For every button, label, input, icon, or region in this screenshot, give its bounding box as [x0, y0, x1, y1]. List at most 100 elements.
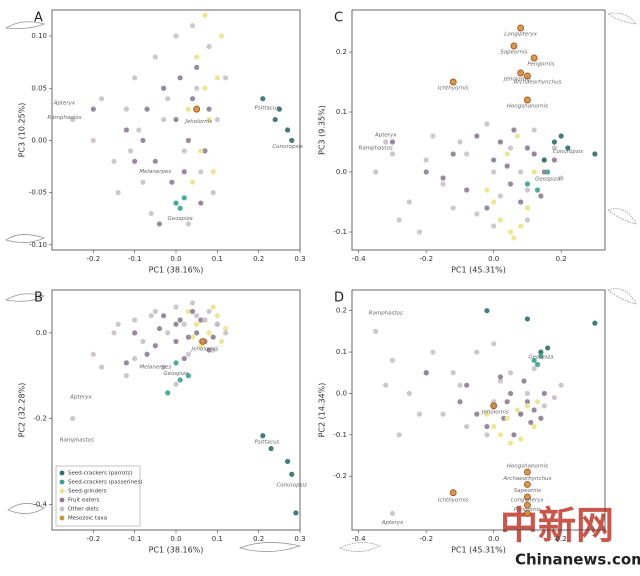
data-point — [507, 145, 514, 151]
data-point — [285, 127, 291, 133]
point-label: Jeholornis — [190, 347, 218, 353]
data-point — [223, 75, 229, 81]
point-label: Melanerpes — [139, 365, 171, 371]
data-point — [152, 158, 158, 164]
data-point — [193, 105, 201, 113]
data-point — [534, 361, 541, 368]
data-point — [504, 415, 510, 421]
data-point — [545, 169, 551, 175]
data-point — [189, 23, 196, 29]
data-point — [132, 317, 138, 323]
data-point — [565, 145, 571, 151]
x-tick-label: 0.2 — [556, 535, 567, 543]
watermark-site: Chinanews.com — [515, 551, 640, 569]
data-point — [173, 360, 179, 366]
data-point — [132, 330, 138, 336]
data-point — [148, 210, 154, 217]
data-point — [202, 85, 208, 91]
data-point — [140, 137, 146, 144]
x-tick-label: 0.2 — [556, 255, 567, 263]
y-tick-label: 0.1 — [336, 108, 347, 116]
data-point — [423, 157, 429, 163]
legend-swatch — [59, 506, 65, 512]
data-point — [450, 151, 456, 157]
data-point — [173, 321, 179, 327]
data-point — [189, 96, 196, 102]
x-axis-label: PC1 (38.16%) — [149, 546, 204, 555]
point-label: Ramphastos — [369, 310, 403, 316]
data-point — [523, 72, 531, 80]
legend-swatch — [59, 488, 65, 494]
data-point — [484, 121, 490, 127]
data-point — [474, 211, 480, 217]
x-tick-label: 0.2 — [253, 535, 264, 543]
panel-letter: C — [334, 11, 343, 26]
data-point — [194, 54, 200, 60]
x-tick-label: -0.2 — [419, 535, 433, 543]
data-point — [136, 127, 142, 133]
data-point — [430, 349, 436, 355]
data-point — [90, 106, 96, 112]
data-point — [218, 33, 225, 39]
data-point — [531, 127, 537, 133]
data-point — [504, 163, 510, 169]
data-point — [206, 43, 212, 50]
data-point — [517, 69, 525, 77]
data-point — [144, 106, 150, 112]
data-point — [474, 411, 480, 417]
point-label: Conuropsis — [272, 144, 303, 150]
x-tick-label: 0.3 — [294, 535, 305, 543]
data-point — [198, 317, 204, 323]
point-label: Conuropsis — [553, 149, 584, 155]
data-point — [449, 78, 457, 86]
data-point — [189, 179, 196, 185]
data-point — [497, 374, 504, 380]
y-tick-label: -0.2 — [33, 415, 47, 423]
data-point — [523, 468, 531, 476]
data-point — [457, 139, 463, 145]
data-point — [523, 96, 531, 104]
data-point — [416, 411, 423, 417]
data-point — [373, 328, 379, 334]
data-point — [538, 415, 544, 421]
point-label: Psittacus — [255, 106, 280, 112]
data-point — [111, 330, 117, 336]
x-tick-label: 0.0 — [170, 535, 181, 543]
point-label: Pengornis — [527, 62, 554, 68]
plot-frame — [51, 9, 301, 251]
data-point — [185, 308, 191, 315]
data-point — [194, 330, 200, 336]
data-point — [538, 349, 544, 355]
data-point — [99, 96, 105, 102]
x-tick-label: -0.4 — [352, 255, 366, 263]
watermark-logo: 中新网 — [500, 504, 614, 548]
point-label: Ramphastos — [60, 438, 94, 444]
data-point — [173, 33, 179, 39]
data-point — [491, 423, 497, 430]
y-tick-label: 0.05 — [31, 84, 47, 92]
y-tick-label: -0.4 — [33, 500, 47, 508]
data-point — [156, 221, 163, 227]
data-point — [177, 317, 183, 323]
data-point — [115, 190, 121, 196]
data-point — [497, 378, 504, 384]
data-point — [538, 193, 544, 199]
point-label: Ramphastos — [47, 115, 81, 121]
y-tick-label: 0.0 — [36, 329, 47, 337]
data-point — [210, 304, 216, 310]
data-point — [541, 157, 547, 163]
data-point — [198, 169, 204, 175]
data-point — [440, 181, 446, 187]
data-point — [531, 357, 537, 363]
data-point — [523, 481, 531, 488]
data-point — [177, 75, 183, 81]
data-point — [528, 419, 534, 426]
data-point — [276, 106, 282, 112]
data-point — [293, 510, 299, 516]
data-point — [531, 151, 537, 157]
x-tick-label: 0.0 — [488, 535, 499, 543]
data-point — [181, 321, 187, 327]
data-point — [524, 403, 531, 409]
data-point — [507, 390, 514, 397]
data-point — [177, 377, 183, 383]
